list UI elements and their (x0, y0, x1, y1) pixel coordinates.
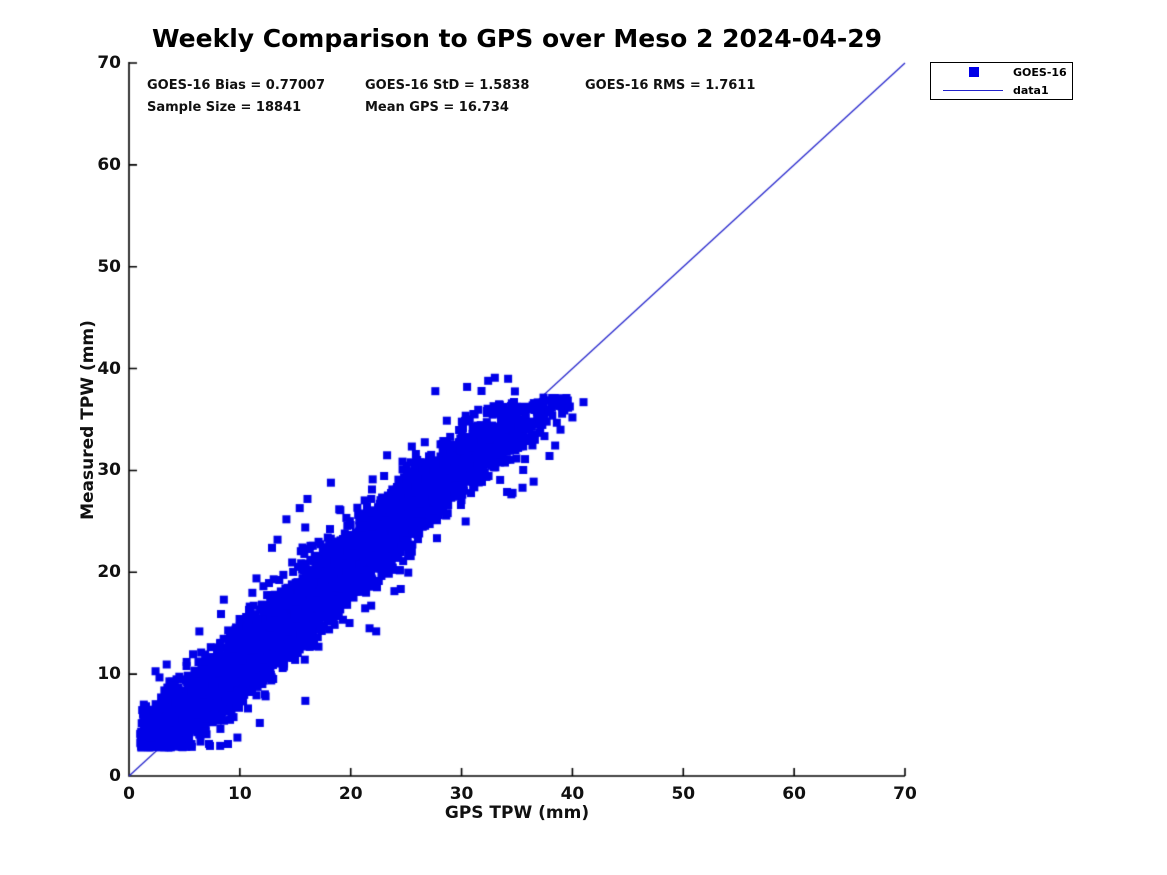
y-tick-label: 20 (97, 562, 121, 583)
y-tick-label: 50 (97, 256, 121, 277)
stat-sample-size: Sample Size = 18841 (147, 100, 302, 115)
x-tick-label: 60 (782, 784, 806, 804)
x-tick-label: 50 (671, 784, 696, 804)
x-tick-label: 40 (560, 784, 585, 804)
line-marker-icon (943, 82, 1003, 99)
x-tick-label: 0 (123, 784, 135, 804)
stat-rms: GOES-16 RMS = 1.7611 (585, 78, 756, 93)
chart-title: Weekly Comparison to GPS over Meso 2 202… (151, 24, 883, 53)
legend-entry-goes16: GOES-16 (931, 64, 1072, 81)
y-axis-label: Measured TPW (mm) (78, 320, 98, 520)
legend-label-goes16: GOES-16 (1013, 66, 1067, 79)
y-tick-label: 0 (109, 766, 121, 786)
y-tick-label: 70 (97, 53, 121, 73)
stat-std: GOES-16 StD = 1.5838 (365, 78, 530, 93)
x-tick-label: 20 (338, 784, 363, 804)
x-tick-label: 10 (228, 784, 252, 804)
y-tick-label: 30 (97, 460, 121, 481)
stat-bias: GOES-16 Bias = 0.77007 (147, 78, 326, 93)
legend: GOES-16 data1 (930, 62, 1073, 100)
legend-label-data1: data1 (1013, 84, 1049, 97)
x-axis-label: GPS TPW (mm) (444, 803, 590, 823)
y-tick-label: 40 (97, 358, 121, 379)
y-tick-label: 60 (97, 154, 121, 175)
stat-mean-gps: Mean GPS = 16.734 (365, 100, 509, 115)
x-tick-label: 70 (893, 784, 917, 804)
legend-entry-data1: data1 (931, 82, 1072, 99)
square-marker-icon (943, 64, 1003, 81)
y-tick-label: 10 (97, 664, 121, 685)
x-tick-label: 30 (449, 784, 474, 804)
